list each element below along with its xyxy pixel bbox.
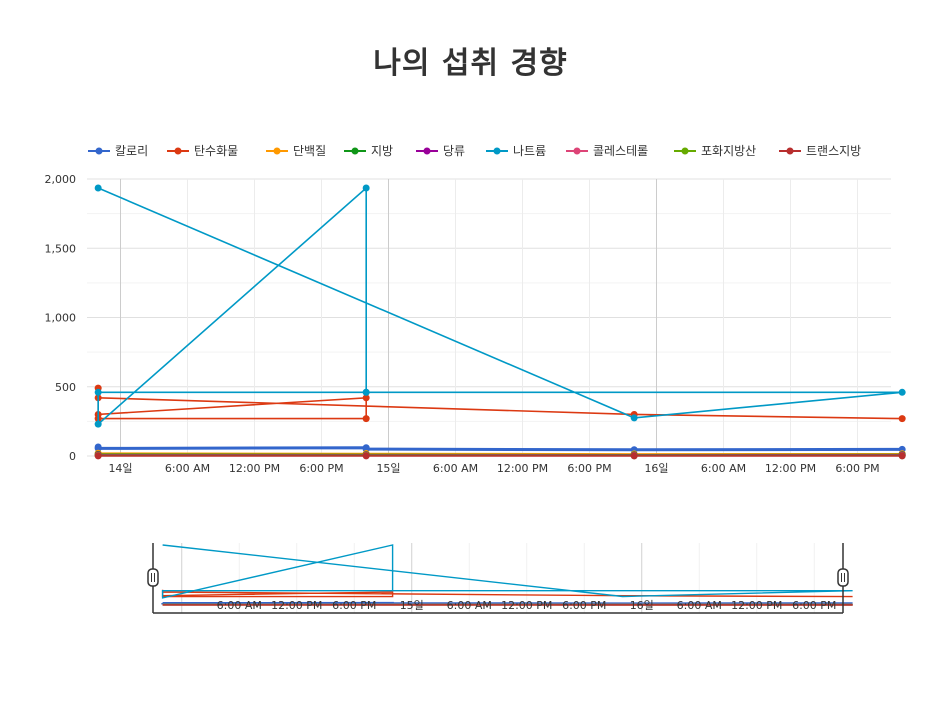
x-tick-label: 6:00 PM <box>835 462 879 475</box>
series-line <box>96 446 903 452</box>
series-line <box>97 186 903 426</box>
series-line <box>97 388 903 420</box>
data-point[interactable] <box>362 452 370 460</box>
navigator-tick-label: 16일 <box>630 598 654 612</box>
legend-item[interactable]: 트랜스지방 <box>779 144 861 158</box>
legend-item[interactable]: 탄수화물 <box>167 144 238 158</box>
navigator-tick-label: 12:00 PM <box>501 599 552 612</box>
navigator-tick-label: 6:00 PM <box>792 599 836 612</box>
navigator-tick-label: 6:00 PM <box>332 599 376 612</box>
legend-label: 칼로리 <box>115 144 148 158</box>
legend-label: 당류 <box>443 144 465 158</box>
data-point[interactable] <box>898 388 906 396</box>
navigator-series-line <box>161 601 853 605</box>
x-axis: 14일 6:00 AM 12:00 PM 6:00 PM 15일 6:00 AM 12:00… <box>108 461 879 475</box>
legend-item[interactable]: 콜레스테롤 <box>566 144 648 158</box>
navigator-right-handle[interactable] <box>837 543 849 613</box>
navigator-tick-label: 12:00 PM <box>271 599 322 612</box>
legend-item[interactable]: 포화지방산 <box>674 144 756 158</box>
data-point[interactable] <box>630 452 638 460</box>
navigator-grid <box>181 543 815 613</box>
legend-item[interactable]: 나트륨 <box>486 144 546 158</box>
navigator-tick-label: 15일 <box>400 598 424 612</box>
legend-label: 단백질 <box>293 144 326 158</box>
series-9 <box>94 452 906 460</box>
data-point[interactable] <box>94 444 102 452</box>
legend-item[interactable]: 지방 <box>344 144 393 158</box>
y-tick-label: 500 <box>55 381 76 394</box>
y-tick-label: 1,500 <box>45 242 77 255</box>
navigator-series-line <box>161 589 853 598</box>
navigator-tick-label: 12:00 PM <box>731 599 782 612</box>
navigator-tick-label: 6:00 AM <box>217 599 262 612</box>
legend-item[interactable]: 칼로리 <box>88 144 148 158</box>
page-title: 나의 섭취 경향 <box>373 46 568 81</box>
legend-item[interactable]: 당류 <box>416 144 465 158</box>
data-point[interactable] <box>362 415 370 423</box>
navigator-tick-label: 6:00 AM <box>447 599 492 612</box>
chart-legend: 칼로리 탄수화물 단백질 지방 당류 나트륨 콜레스테롤 포화지방산 트랜스지방 <box>88 144 861 158</box>
data-point[interactable] <box>94 420 102 428</box>
chart-grid <box>87 178 891 457</box>
x-tick-label: 6:00 PM <box>567 462 611 475</box>
legend-item[interactable]: 단백질 <box>266 144 326 158</box>
data-point[interactable] <box>362 394 370 402</box>
legend-label: 탄수화물 <box>194 144 238 158</box>
data-point[interactable] <box>94 184 102 192</box>
navigator-series-line <box>161 544 853 599</box>
data-point[interactable] <box>94 388 102 396</box>
x-tick-label: 6:00 AM <box>165 462 210 475</box>
x-tick-label: 12:00 PM <box>765 462 816 475</box>
legend-label: 나트륨 <box>513 144 546 158</box>
series-1 <box>94 443 906 454</box>
x-tick-label: 6:00 AM <box>433 462 478 475</box>
plot-area <box>94 184 906 460</box>
data-point[interactable] <box>362 184 370 192</box>
range-navigator[interactable]: 6:00 AM 12:00 PM 6:00 PM 15일 6:00 AM 12:00 PM… <box>147 543 853 614</box>
legend-label: 콜레스테롤 <box>593 144 648 158</box>
x-tick-label: 6:00 PM <box>299 462 343 475</box>
data-point[interactable] <box>362 388 370 396</box>
y-tick-label: 0 <box>69 450 76 463</box>
navigator-left-handle[interactable] <box>147 543 159 613</box>
legend-label: 지방 <box>371 144 393 158</box>
y-tick-label: 1,000 <box>45 312 77 325</box>
x-tick-label: 14일 <box>108 461 132 475</box>
data-point[interactable] <box>630 414 638 422</box>
x-tick-label: 15일 <box>376 461 400 475</box>
legend-label: 트랜스지방 <box>806 144 861 158</box>
legend-label: 포화지방산 <box>701 144 756 158</box>
x-tick-label: 16일 <box>644 461 668 475</box>
navigator-tick-label: 6:00 AM <box>677 599 722 612</box>
y-tick-label: 2,000 <box>45 173 77 186</box>
navigator-tick-label: 6:00 PM <box>562 599 606 612</box>
data-point[interactable] <box>898 452 906 460</box>
series-6 <box>94 184 906 428</box>
x-tick-label: 12:00 PM <box>497 462 548 475</box>
x-tick-label: 12:00 PM <box>229 462 280 475</box>
data-point[interactable] <box>898 415 906 423</box>
series-line <box>98 452 903 455</box>
data-point[interactable] <box>94 452 102 460</box>
x-tick-label: 6:00 AM <box>701 462 746 475</box>
y-axis: 0 500 1,000 1,500 2,000 <box>45 173 77 463</box>
